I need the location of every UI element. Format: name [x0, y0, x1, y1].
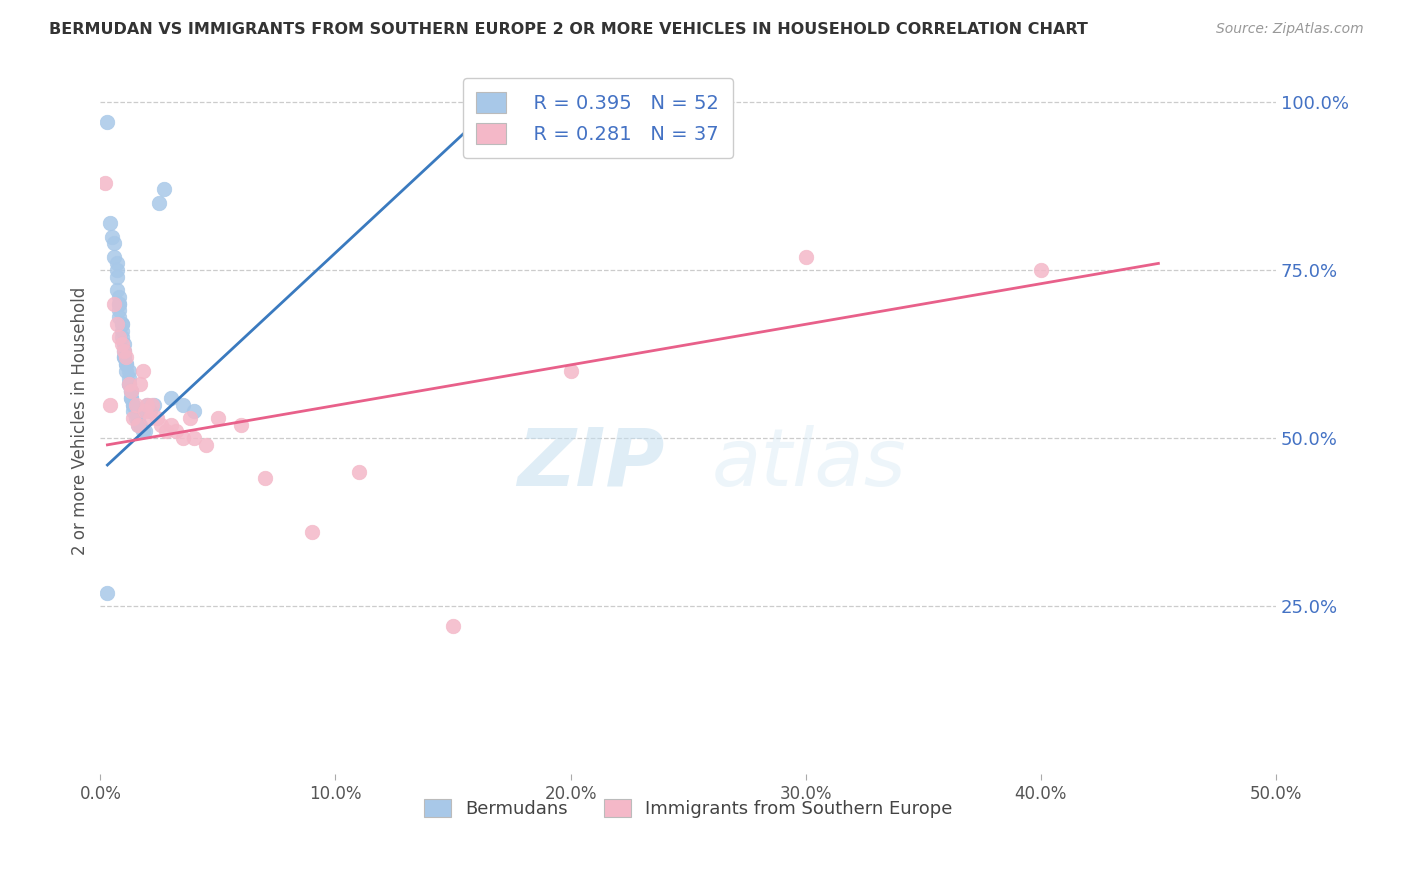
Point: [127, 417, 149, 432]
Point: [134, 404, 156, 418]
Point: [105, 263, 128, 277]
Point: [110, 337, 132, 351]
Point: [1029, 263, 1052, 277]
Point: [112, 351, 135, 365]
Point: [120, 391, 142, 405]
Point: [117, 364, 139, 378]
Point: [136, 398, 159, 412]
Text: Source: ZipAtlas.com: Source: ZipAtlas.com: [1216, 22, 1364, 37]
Point: [108, 296, 131, 310]
Point: [108, 303, 131, 318]
Point: [120, 391, 142, 405]
Point: [105, 269, 128, 284]
Point: [103, 250, 125, 264]
Point: [146, 411, 169, 425]
Point: [120, 384, 142, 398]
Point: [172, 398, 194, 412]
Point: [108, 330, 131, 344]
Point: [172, 431, 194, 445]
Point: [131, 425, 153, 439]
Point: [122, 398, 145, 412]
Point: [115, 351, 138, 365]
Text: BERMUDAN VS IMMIGRANTS FROM SOUTHERN EUROPE 2 OR MORE VEHICLES IN HOUSEHOLD CORR: BERMUDAN VS IMMIGRANTS FROM SOUTHERN EUR…: [49, 22, 1088, 37]
Point: [122, 404, 145, 418]
Point: [127, 411, 149, 425]
Point: [110, 330, 132, 344]
Point: [117, 377, 139, 392]
Point: [103, 236, 125, 251]
Y-axis label: 2 or more Vehicles in Household: 2 or more Vehicles in Household: [72, 287, 89, 556]
Point: [112, 351, 135, 365]
Point: [155, 425, 177, 439]
Point: [129, 377, 152, 392]
Point: [103, 296, 125, 310]
Point: [122, 398, 145, 412]
Point: [138, 411, 160, 425]
Point: [117, 377, 139, 392]
Point: [183, 431, 205, 445]
Point: [120, 384, 142, 398]
Point: [301, 525, 323, 540]
Point: [122, 411, 145, 425]
Point: [101, 229, 124, 244]
Point: [117, 370, 139, 384]
Point: [195, 438, 218, 452]
Text: atlas: atlas: [711, 425, 907, 503]
Point: [124, 398, 146, 412]
Point: [347, 465, 370, 479]
Point: [105, 256, 128, 270]
Point: [153, 182, 176, 196]
Point: [231, 417, 253, 432]
Point: [138, 404, 160, 418]
Point: [131, 364, 153, 378]
Point: [124, 411, 146, 425]
Point: [98, 398, 121, 412]
Point: [110, 317, 132, 331]
Point: [120, 384, 142, 398]
Point: [110, 317, 132, 331]
Point: [148, 195, 170, 210]
Point: [143, 398, 166, 412]
Point: [136, 398, 159, 412]
Point: [160, 417, 183, 432]
Point: [105, 283, 128, 297]
Point: [115, 357, 138, 371]
Point: [96, 115, 118, 129]
Point: [96, 585, 118, 599]
Point: [115, 357, 138, 371]
Text: ZIP: ZIP: [517, 425, 665, 503]
Point: [179, 411, 201, 425]
Point: [115, 364, 138, 378]
Point: [112, 337, 135, 351]
Point: [108, 310, 131, 325]
Point: [165, 425, 187, 439]
Point: [441, 619, 464, 633]
Point: [160, 391, 183, 405]
Point: [794, 250, 817, 264]
Point: [183, 404, 205, 418]
Point: [127, 417, 149, 432]
Point: [117, 377, 139, 392]
Point: [134, 425, 156, 439]
Point: [124, 404, 146, 418]
Point: [141, 398, 163, 412]
Point: [108, 296, 131, 310]
Legend: Bermudans, Immigrants from Southern Europe: Bermudans, Immigrants from Southern Euro…: [416, 791, 960, 825]
Point: [129, 417, 152, 432]
Point: [94, 176, 117, 190]
Point: [150, 417, 173, 432]
Point: [253, 471, 276, 485]
Point: [110, 324, 132, 338]
Point: [105, 317, 128, 331]
Point: [560, 364, 582, 378]
Point: [98, 216, 121, 230]
Point: [108, 290, 131, 304]
Point: [112, 343, 135, 358]
Point: [112, 343, 135, 358]
Point: [207, 411, 229, 425]
